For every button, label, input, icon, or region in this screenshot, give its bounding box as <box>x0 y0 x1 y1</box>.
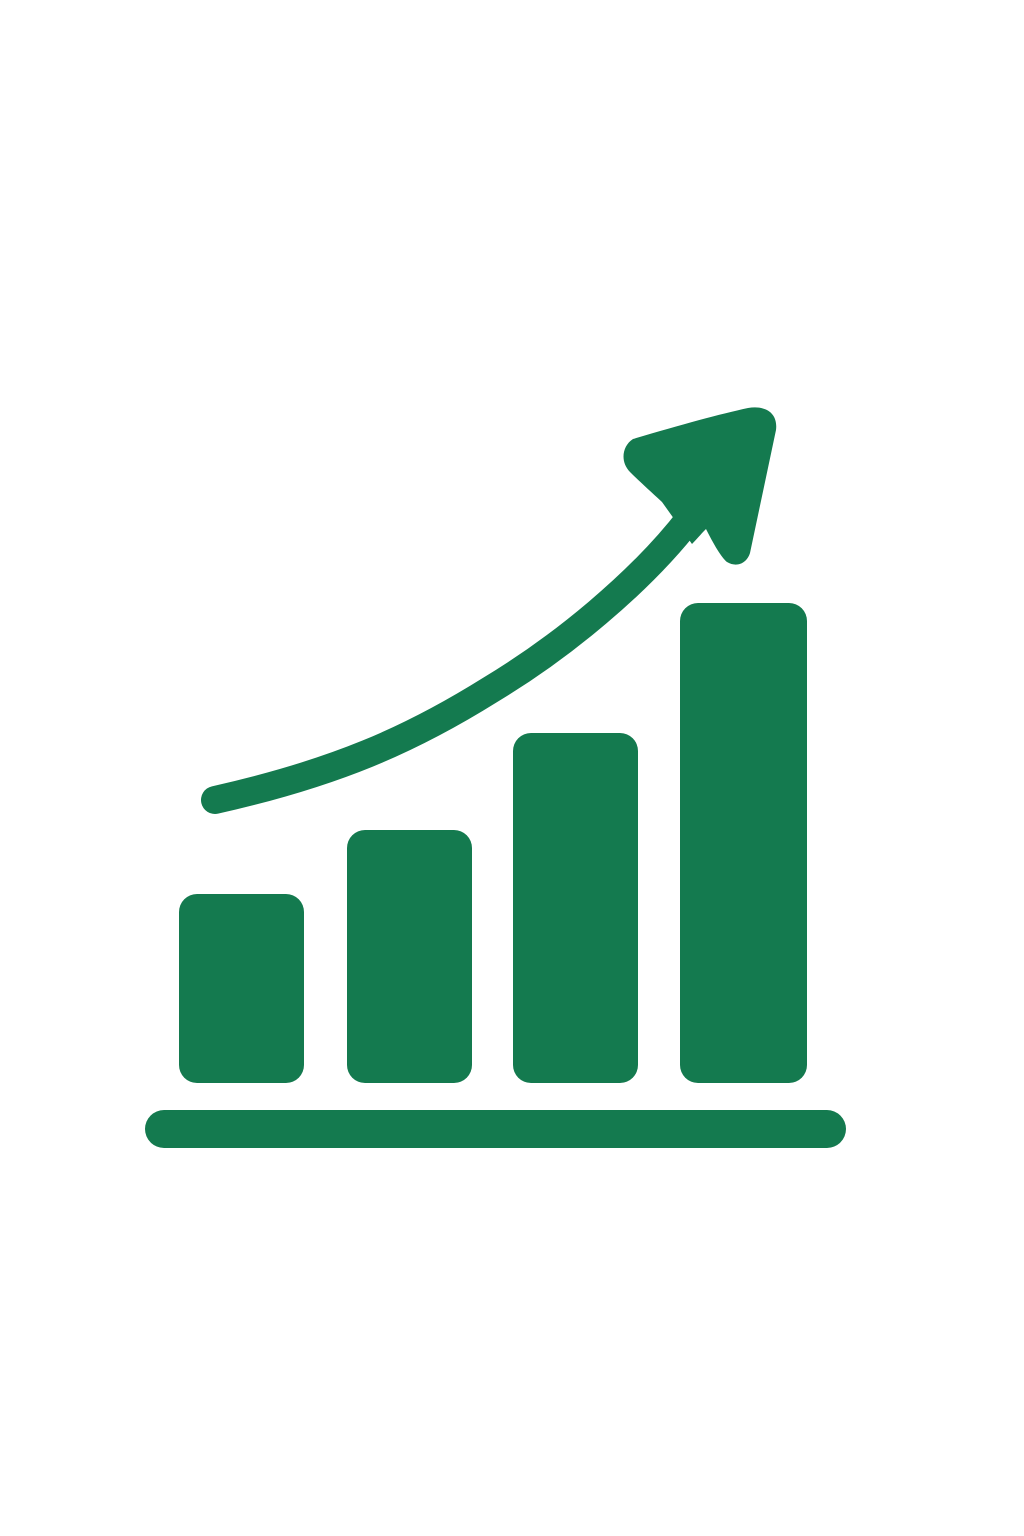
bar-3 <box>513 733 638 1083</box>
bar-1 <box>179 894 304 1083</box>
bar-group <box>179 603 807 1083</box>
baseline <box>145 1110 846 1148</box>
trend-arrow-shaft <box>201 504 704 814</box>
bar-4 <box>680 603 807 1083</box>
bar-2 <box>347 830 472 1083</box>
trend-arrowhead-icon <box>623 407 777 565</box>
